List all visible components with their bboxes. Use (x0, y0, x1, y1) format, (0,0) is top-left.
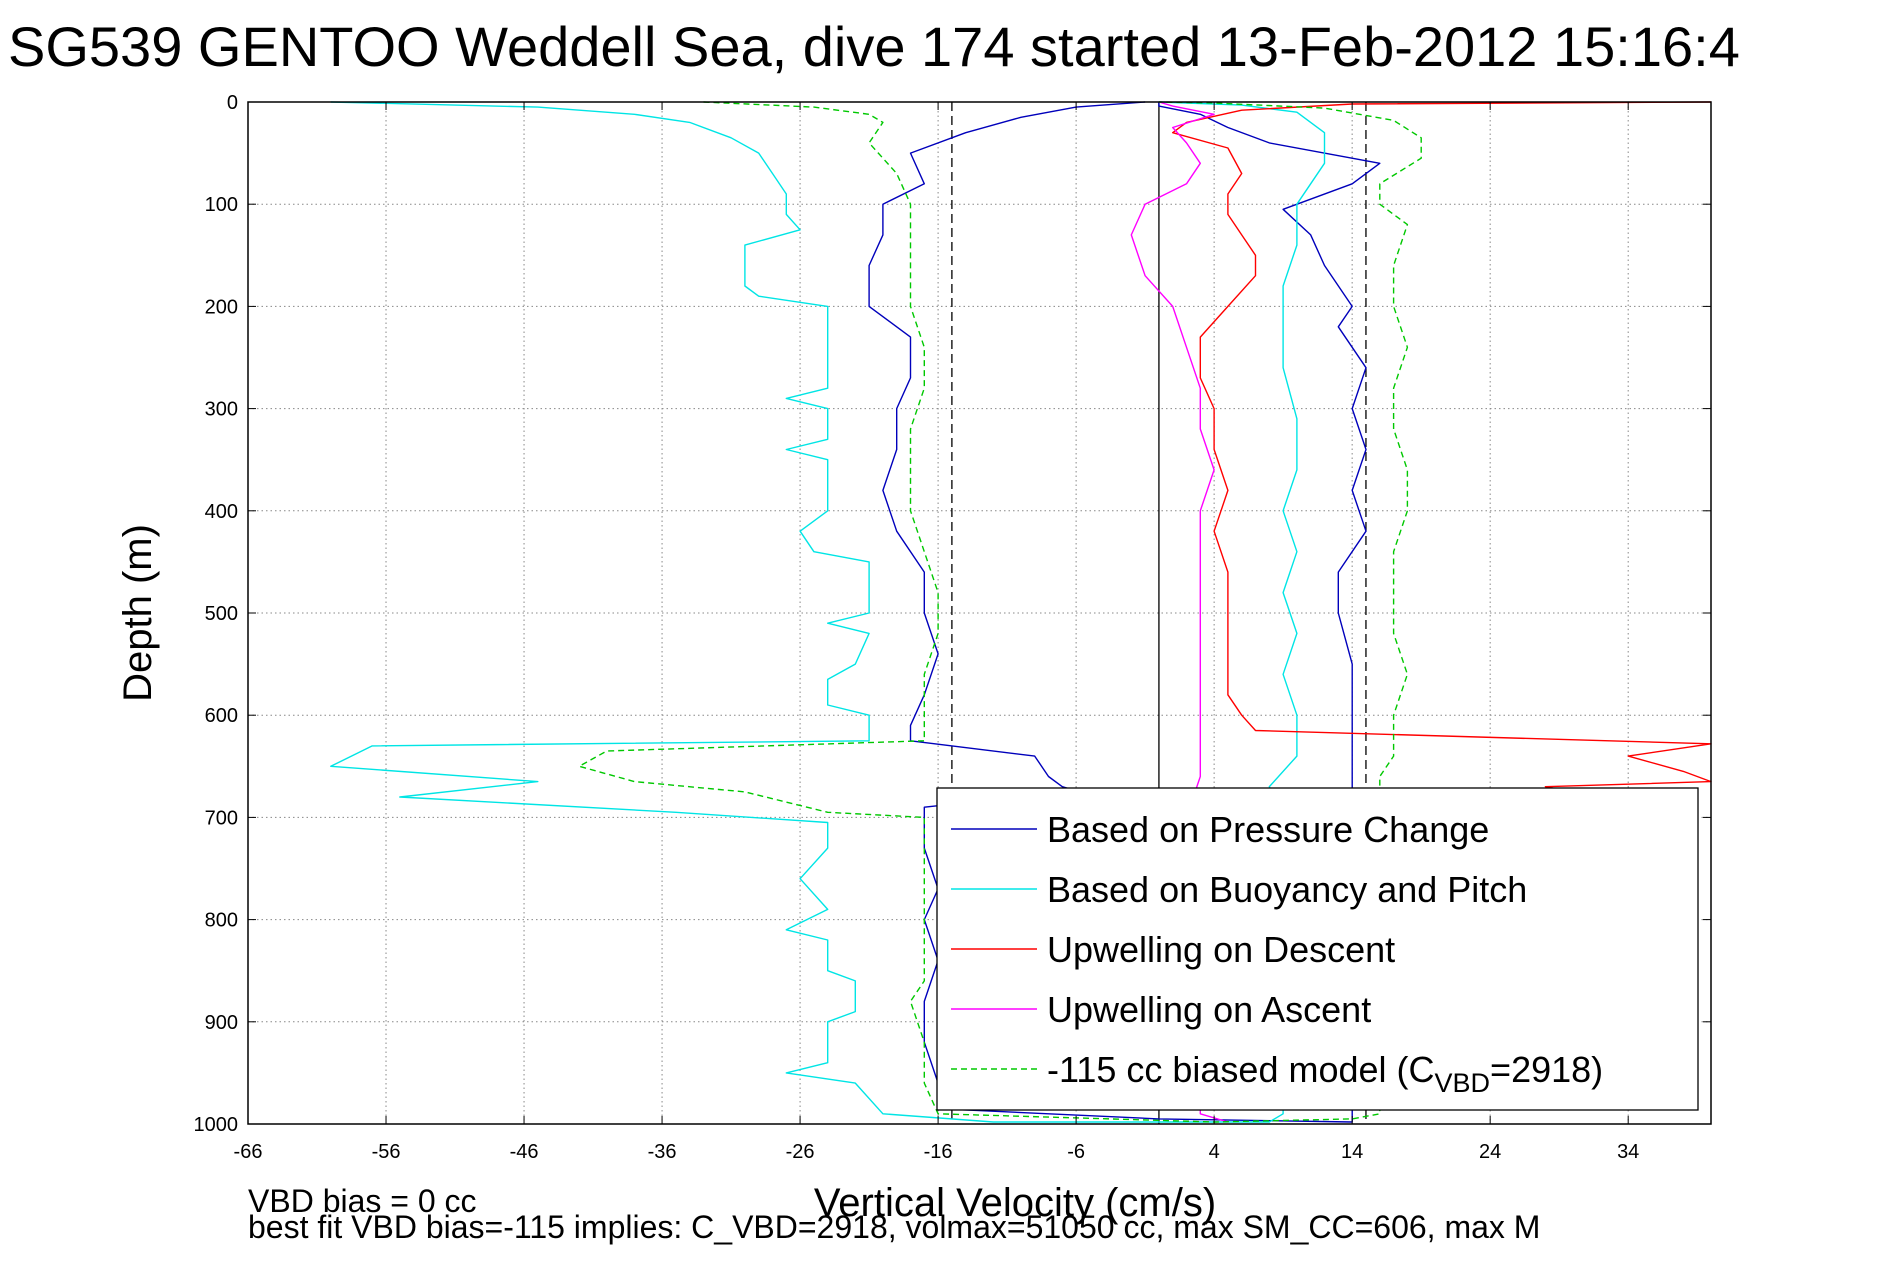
x-tick-label-0: -66 (234, 1141, 263, 1163)
legend-label-4: -115 cc biased model (CVBD=2918) (1047, 1049, 1603, 1098)
y-tick-label-7: 700 (205, 807, 238, 829)
y-axis-label: Depth (m) (116, 524, 160, 702)
best-fit-note: best fit VBD bias=-115 implies: C_VBD=29… (248, 1209, 1540, 1245)
vbd-bias-note: VBD bias = 0 cc (248, 1183, 477, 1219)
series-line-1 (330, 101, 1326, 1123)
legend-label-2: Upwelling on Descent (1047, 929, 1395, 970)
x-axis-label: Vertical Velocity (cm/s) (814, 1181, 1216, 1225)
y-tick-label-4: 400 (205, 501, 238, 523)
y-tick-label-8: 800 (205, 910, 238, 932)
legend-label-1: Based on Buoyancy and Pitch (1047, 869, 1527, 910)
legend-box (936, 787, 1699, 1111)
x-tick-label-4: -26 (786, 1141, 815, 1163)
x-tick-label-9: 24 (1479, 1141, 1501, 1163)
chart-title: SG539 GENTOO Weddell Sea, dive 174 start… (8, 15, 1740, 78)
y-tick-label-5: 500 (205, 603, 238, 625)
legend-label-0: Based on Pressure Change (1047, 809, 1489, 850)
legend-label-3: Upwelling on Ascent (1047, 989, 1371, 1030)
series-line-4 (578, 101, 1422, 1123)
x-tick-label-6: -6 (1067, 1141, 1085, 1163)
y-tick-label-0: 0 (227, 92, 238, 114)
y-tick-label-6: 600 (205, 705, 238, 727)
y-axis-ticks: 0 100 200 300 400 500 600 700 800 900 1000 (194, 92, 1711, 1136)
x-tick-label-5: -16 (924, 1141, 953, 1163)
y-tick-label-10: 1000 (194, 1114, 239, 1136)
y-tick-label-9: 900 (205, 1012, 238, 1034)
x-axis-ticks: -66 -56 -46 -36 -26 -16 -6 4 14 24 34 (234, 102, 1639, 1163)
y-tick-label-3: 300 (205, 399, 238, 421)
x-tick-label-3: -36 (648, 1141, 677, 1163)
x-tick-label-8: 14 (1341, 1141, 1363, 1163)
y-tick-label-1: 100 (205, 194, 238, 216)
y-tick-label-2: 200 (205, 296, 238, 318)
x-tick-label-10: 34 (1617, 1141, 1639, 1163)
legend: Based on Pressure Change Based on Buoyanc… (936, 787, 1699, 1111)
x-tick-label-7: 4 (1209, 1141, 1220, 1163)
x-tick-label-1: -56 (372, 1141, 401, 1163)
x-tick-label-2: -46 (510, 1141, 539, 1163)
